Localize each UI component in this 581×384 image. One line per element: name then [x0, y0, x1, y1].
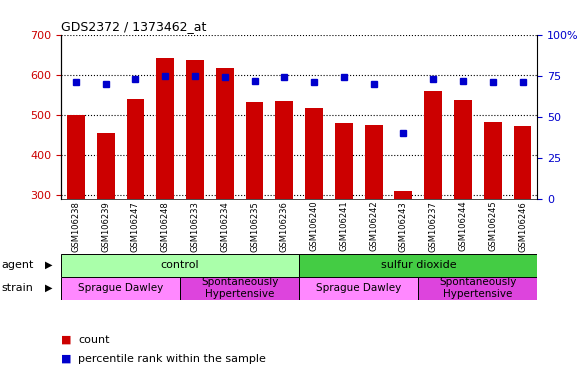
- Bar: [514, 126, 532, 199]
- Text: ▶: ▶: [45, 283, 52, 293]
- Text: ■: ■: [61, 354, 71, 364]
- Text: GSM106243: GSM106243: [399, 201, 408, 252]
- Text: count: count: [78, 335, 110, 345]
- Bar: [156, 58, 174, 199]
- Text: GSM106234: GSM106234: [220, 201, 229, 252]
- Text: agent: agent: [1, 260, 34, 270]
- Text: percentile rank within the sample: percentile rank within the sample: [78, 354, 266, 364]
- Text: GSM106238: GSM106238: [71, 201, 80, 252]
- Bar: [246, 102, 264, 199]
- Bar: [299, 253, 537, 276]
- Text: GDS2372 / 1373462_at: GDS2372 / 1373462_at: [61, 20, 206, 33]
- Text: Sprague Dawley: Sprague Dawley: [316, 283, 401, 293]
- Bar: [180, 276, 299, 300]
- Bar: [127, 99, 145, 199]
- Text: control: control: [161, 260, 199, 270]
- Text: Sprague Dawley: Sprague Dawley: [78, 283, 163, 293]
- Bar: [61, 276, 180, 300]
- Bar: [484, 122, 502, 199]
- Bar: [67, 115, 85, 199]
- Text: GSM106244: GSM106244: [458, 201, 468, 252]
- Text: GSM106237: GSM106237: [429, 201, 437, 252]
- Bar: [96, 133, 114, 199]
- Text: GSM106240: GSM106240: [310, 201, 318, 252]
- Text: strain: strain: [1, 283, 33, 293]
- Text: sulfur dioxide: sulfur dioxide: [381, 260, 456, 270]
- Bar: [186, 60, 204, 199]
- Bar: [305, 108, 323, 199]
- Bar: [216, 68, 234, 199]
- Bar: [299, 276, 418, 300]
- Text: GSM106246: GSM106246: [518, 201, 527, 252]
- Text: Spontaneously
Hypertensive: Spontaneously Hypertensive: [201, 277, 278, 299]
- Bar: [394, 191, 413, 199]
- Bar: [418, 276, 537, 300]
- Text: GSM106239: GSM106239: [101, 201, 110, 252]
- Text: Spontaneously
Hypertensive: Spontaneously Hypertensive: [439, 277, 517, 299]
- Bar: [454, 100, 472, 199]
- Text: GSM106245: GSM106245: [488, 201, 497, 252]
- Text: GSM106241: GSM106241: [339, 201, 349, 252]
- Bar: [424, 91, 442, 199]
- Text: GSM106248: GSM106248: [161, 201, 170, 252]
- Text: GSM106236: GSM106236: [280, 201, 289, 252]
- Bar: [61, 253, 299, 276]
- Text: ■: ■: [61, 335, 71, 345]
- Text: GSM106235: GSM106235: [250, 201, 259, 252]
- Text: GSM106233: GSM106233: [191, 201, 199, 252]
- Bar: [275, 101, 293, 199]
- Text: GSM106247: GSM106247: [131, 201, 140, 252]
- Bar: [335, 122, 353, 199]
- Text: GSM106242: GSM106242: [369, 201, 378, 252]
- Bar: [365, 125, 383, 199]
- Text: ▶: ▶: [45, 260, 52, 270]
